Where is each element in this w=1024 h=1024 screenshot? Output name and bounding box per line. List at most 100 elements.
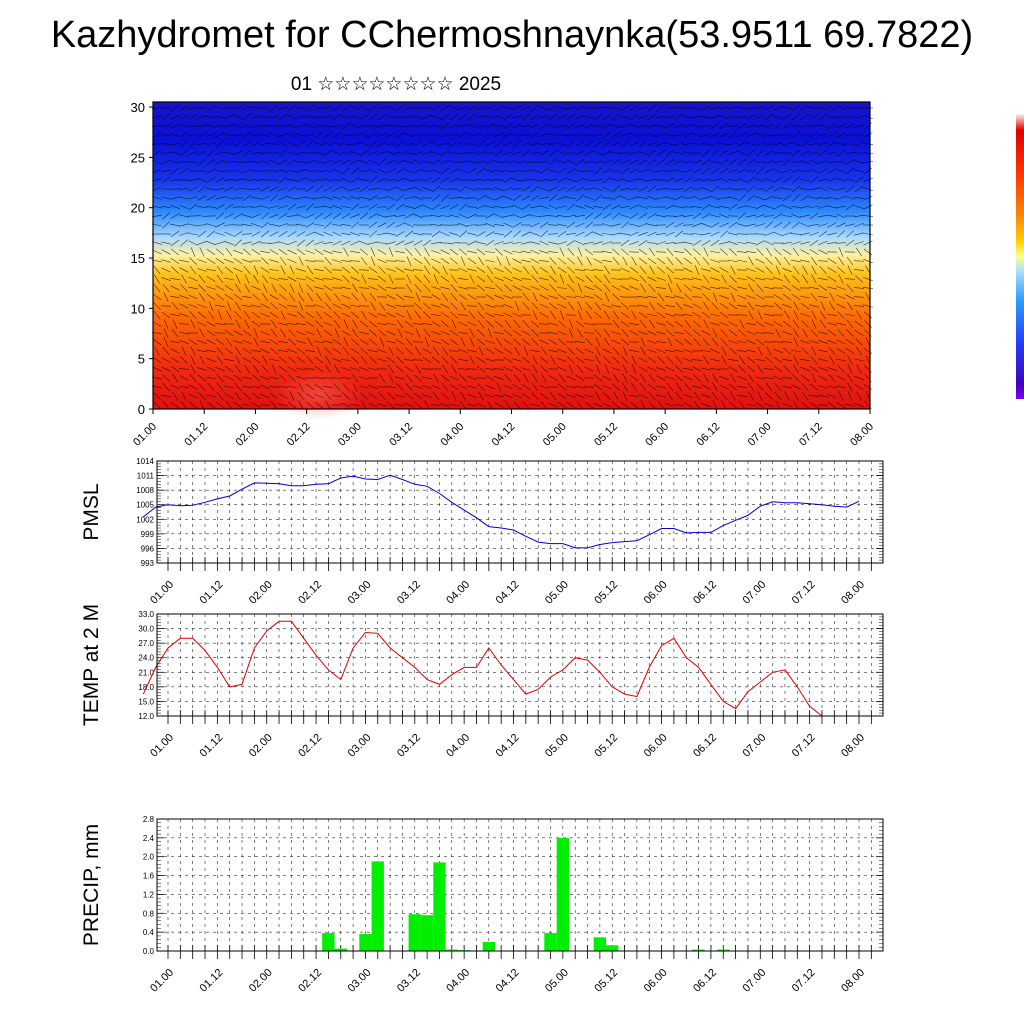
wind-barb <box>793 328 799 338</box>
wind-barb <box>557 366 567 372</box>
wind-barb <box>548 375 558 381</box>
wind-barb <box>539 294 549 300</box>
wind-barb <box>179 331 189 335</box>
wind-barb <box>827 151 837 155</box>
wind-barb <box>853 260 865 262</box>
wind-barb <box>863 187 873 191</box>
wind-barb <box>343 247 349 257</box>
precip-bar <box>359 934 372 951</box>
wind-barb <box>223 359 235 361</box>
wind-barb <box>584 160 594 164</box>
wind-barb <box>458 358 468 362</box>
wind-barb <box>377 275 387 283</box>
wind-barb <box>853 116 865 118</box>
wind-barb <box>440 204 450 210</box>
wind-barb <box>322 278 334 280</box>
wind-barb <box>826 314 838 316</box>
wind-barb <box>215 212 225 220</box>
wind-barb <box>305 250 315 254</box>
wind-barb <box>169 278 181 280</box>
wind-barb <box>793 355 799 365</box>
wind-barb <box>269 392 279 400</box>
wind-barb <box>359 132 369 138</box>
wind-barb <box>170 114 180 120</box>
wind-barb <box>683 115 693 119</box>
wind-barb <box>170 223 180 227</box>
wind-barb <box>809 249 819 255</box>
wind-barb <box>494 169 504 173</box>
wind-barb <box>621 356 629 364</box>
wind-barb <box>386 322 396 326</box>
wind-barb <box>719 241 729 245</box>
wind-barb <box>503 176 513 184</box>
xtick-label: 08.00 <box>839 579 867 607</box>
wind-barb <box>440 286 450 290</box>
wind-barb <box>701 213 711 219</box>
wind-barb <box>495 248 503 256</box>
wind-barb <box>386 356 396 364</box>
wind-barb <box>730 373 736 383</box>
wind-barb <box>791 205 801 209</box>
wind-barb <box>701 105 711 111</box>
wind-barb <box>232 206 244 208</box>
wind-barb <box>341 312 351 318</box>
wind-barb <box>269 115 279 119</box>
wind-barb <box>721 355 727 365</box>
wind-barb <box>215 132 225 138</box>
wind-barb <box>764 185 774 193</box>
wind-barb <box>620 239 630 247</box>
wind-barb <box>368 312 378 318</box>
wind-barb <box>334 364 340 374</box>
wind-barb <box>278 141 288 147</box>
wind-barb <box>244 364 250 374</box>
wind-barb <box>224 266 234 274</box>
wind-barb <box>251 178 261 182</box>
wind-barb <box>206 276 216 282</box>
wind-barb <box>631 364 637 374</box>
wind-barb <box>656 331 666 335</box>
wind-barb <box>386 330 396 336</box>
wind-barb <box>449 384 459 390</box>
wind-barb <box>296 367 306 371</box>
wind-barb <box>629 231 639 237</box>
wind-barb <box>278 350 288 352</box>
wind-barb <box>710 222 720 228</box>
wind-barb <box>847 265 853 275</box>
wind-barb <box>701 203 711 211</box>
wind-barb <box>341 151 351 155</box>
wind-barb <box>737 286 747 290</box>
wind-barb <box>756 383 764 391</box>
wind-barb <box>835 242 847 244</box>
wind-barb <box>316 346 322 356</box>
wind-barb <box>358 125 370 127</box>
wind-barb <box>575 205 585 209</box>
wind-barb <box>187 161 199 163</box>
precip-bar <box>408 914 421 951</box>
wind-barb <box>593 187 603 191</box>
wind-barb <box>368 204 378 210</box>
wind-barb <box>153 401 161 409</box>
wind-barb <box>782 267 792 273</box>
wind-barb <box>332 348 342 354</box>
wind-barb <box>332 277 342 281</box>
wind-barb <box>313 107 325 109</box>
wind-barb <box>253 337 259 347</box>
wind-barb <box>640 283 646 293</box>
wind-barb <box>575 158 585 166</box>
wind-barb <box>809 132 819 138</box>
wind-barb <box>793 391 799 401</box>
ytick-label: 21.0 <box>138 668 154 677</box>
wind-barb <box>854 141 864 147</box>
wind-barb <box>153 265 161 275</box>
wind-barb <box>306 203 314 211</box>
wind-barb <box>729 401 737 409</box>
wind-barb <box>323 311 333 319</box>
wind-barb <box>278 393 288 399</box>
wind-barb <box>611 204 621 210</box>
wind-barb <box>385 179 397 181</box>
wind-barb <box>297 311 305 319</box>
wind-barb <box>538 143 550 145</box>
wind-barb <box>350 367 360 371</box>
wind-barb <box>693 329 701 337</box>
wind-barb <box>764 195 774 201</box>
